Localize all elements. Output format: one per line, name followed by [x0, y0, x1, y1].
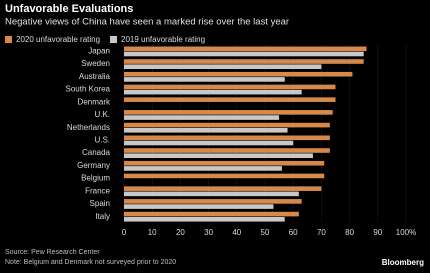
- chart-title: Unfavorable Evaluations: [5, 3, 133, 15]
- bar: [124, 89, 302, 95]
- bar: [124, 46, 367, 52]
- bar: [124, 59, 364, 64]
- y-tick-label: Denmark: [78, 97, 111, 106]
- chart-subtitle: Negative views of China have seen a mark…: [5, 17, 289, 28]
- note: Note: Belgium and Denmark not surveyed p…: [5, 259, 176, 266]
- legend-label: 2020 unfavorable rating: [16, 35, 100, 44]
- x-tick-label: 70: [317, 228, 326, 237]
- bar: [124, 199, 302, 204]
- bar: [124, 204, 274, 209]
- y-tick-label: Sweden: [81, 59, 110, 68]
- bar: [124, 110, 333, 115]
- x-tick-label: 20: [176, 228, 185, 237]
- x-tick-label: 10: [148, 228, 157, 237]
- y-tick-label: Italy: [95, 212, 110, 221]
- y-tick-label: France: [85, 186, 110, 195]
- bar: [124, 191, 299, 197]
- y-tick-label: Belgium: [81, 174, 110, 183]
- x-tick-label: 40: [232, 228, 241, 237]
- y-tick-label: Germany: [77, 161, 110, 170]
- source: Source: Pew Research Center: [5, 249, 100, 256]
- bar: [124, 84, 336, 90]
- y-tick-label: U.S.: [94, 135, 110, 144]
- bar: [124, 115, 280, 120]
- y-tick-label: Australia: [79, 72, 111, 81]
- y-tick-label: Spain: [90, 199, 110, 208]
- x-tick-label: 50: [261, 228, 270, 237]
- y-tick-label: Netherlands: [67, 123, 110, 132]
- legend-swatch: [110, 36, 117, 43]
- x-tick-label: 100%: [396, 228, 416, 237]
- bar: [124, 51, 364, 57]
- brand: Bloomberg: [382, 258, 424, 267]
- y-tick-label: U.K.: [94, 110, 110, 119]
- bar: [124, 148, 330, 153]
- bar: [124, 166, 282, 171]
- x-tick-label: 0: [122, 228, 127, 237]
- x-tick-label: 80: [345, 228, 354, 237]
- bar: [124, 135, 330, 141]
- bar: [124, 160, 325, 166]
- bar: [124, 71, 353, 77]
- y-tick-label: South Korea: [66, 85, 111, 94]
- bar: [124, 127, 288, 133]
- legend-label: 2019 unfavorable rating: [121, 35, 205, 44]
- y-tick-label: Japan: [88, 46, 110, 55]
- bar: [124, 216, 285, 222]
- legend-swatch: [5, 36, 12, 43]
- bar: [124, 97, 336, 102]
- bar: [124, 77, 285, 82]
- bar: [124, 122, 330, 128]
- bar: [124, 64, 322, 70]
- bar: [124, 211, 299, 217]
- x-tick-label: 60: [289, 228, 298, 237]
- bar: [124, 153, 313, 159]
- y-tick-label: Canada: [82, 148, 111, 157]
- bar: [124, 173, 325, 179]
- x-tick-label: 90: [373, 228, 382, 237]
- x-tick-label: 30: [204, 228, 213, 237]
- bar: [124, 140, 294, 146]
- bar: [124, 186, 322, 191]
